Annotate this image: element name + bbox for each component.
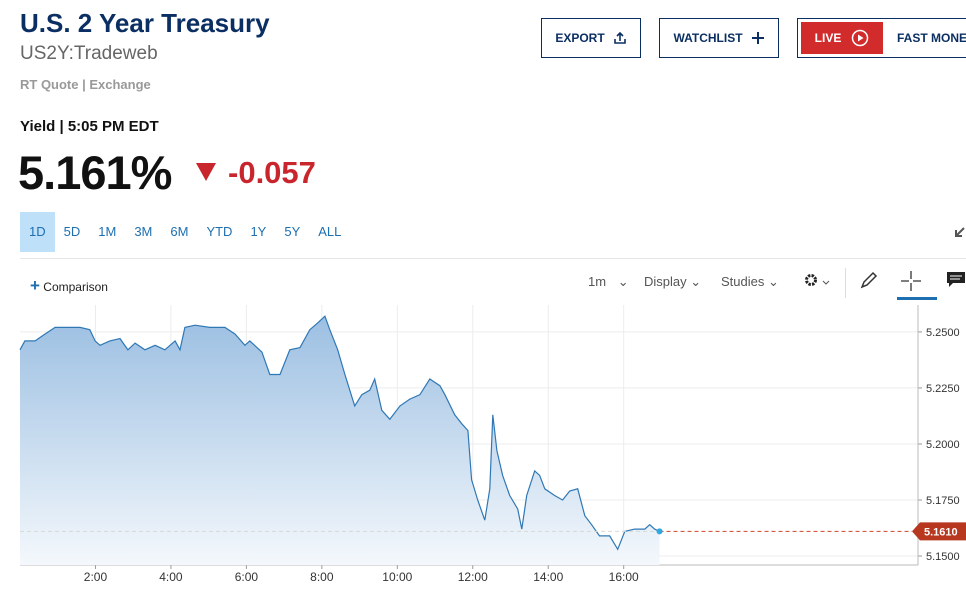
range-tab[interactable]: 5Y (284, 224, 301, 239)
range-tab[interactable]: 3M (134, 224, 153, 239)
line (19, 315, 660, 551)
live-badge: LIVE (801, 22, 883, 54)
range-tab[interactable]: 1Y (250, 224, 267, 239)
quote-label: Yield | 5:05 PM EDT (20, 118, 159, 135)
interval-label: 1m (588, 274, 607, 289)
range-tab[interactable]: YTD (206, 224, 233, 239)
x-tick-label: 10:00 (382, 570, 412, 584)
x-tick-label: 8:00 (310, 570, 334, 584)
separator (20, 258, 966, 259)
range-tab[interactable]: ALL (318, 224, 342, 239)
draw-icon[interactable] (859, 270, 879, 290)
x-tick-label: 4:00 (159, 570, 183, 584)
down-arrow (196, 163, 216, 181)
play-icon (852, 29, 869, 47)
last-value-label: 5.1610 (924, 526, 958, 538)
display-label: Display (644, 274, 687, 289)
chart: 5.1500 5.1750 5.2000 5.2250 5.2500 2:00 4:00 6:… (19, 305, 966, 584)
export-button[interactable]: EXPORT (541, 18, 641, 58)
quote-source: RT Quote | Exchange (20, 77, 151, 92)
y-tick-label: 5.1500 (926, 551, 960, 563)
last-point (656, 528, 663, 535)
x-tick-label: 2:00 (84, 570, 108, 584)
range-tab[interactable]: 1M (98, 224, 117, 239)
watchlist-button[interactable]: WATCHLIST (659, 18, 779, 58)
range-tab[interactable]: 6M (170, 224, 189, 239)
y-tick-label: 5.2250 (926, 383, 960, 395)
plus-icon: + (30, 276, 40, 295)
studies-label: Studies (721, 274, 765, 289)
comparison-button[interactable]: + Comparison (30, 276, 108, 296)
range-tab[interactable]: 1D (20, 212, 55, 252)
x-tick-label: 16:00 (609, 570, 639, 584)
y-tick-label: 5.2000 (926, 439, 960, 451)
page-title: U.S. 2 Year Treasury (20, 8, 270, 38)
studies-menu[interactable]: Studies ⌄ (721, 274, 779, 289)
symbol: US2Y:Tradeweb (20, 43, 158, 64)
x-tick-label: 12:00 (458, 570, 488, 584)
button-label: EXPORT (555, 31, 605, 45)
comparison-label: Comparison (43, 280, 108, 294)
area (20, 316, 660, 565)
x-tick-label: 6:00 (235, 570, 259, 584)
last-value-tag (912, 522, 966, 541)
range-tabs: 1D 5D 1M 3M 6M YTD 1Y 5Y ALL (20, 212, 350, 252)
plus-icon (751, 32, 764, 44)
price-change: -0.057 (228, 155, 316, 190)
expand-icon[interactable] (954, 224, 966, 238)
settings-icon[interactable] (803, 272, 833, 290)
comment-icon[interactable] (946, 271, 966, 289)
range-tab[interactable]: 5D (63, 224, 81, 239)
y-tick-label: 5.2500 (926, 327, 960, 339)
display-menu[interactable]: Display ⌄ (644, 274, 702, 289)
x-tick-label: 14:00 (533, 570, 563, 584)
button-label: LIVE (814, 31, 842, 45)
button-label: WATCHLIST (673, 31, 743, 45)
y-tick-label: 5.1750 (926, 495, 960, 507)
interval-menu[interactable]: 1m ⌄ (588, 274, 629, 289)
toolbar-divider (845, 268, 846, 298)
crosshair-icon[interactable] (897, 268, 937, 300)
export-icon (613, 31, 626, 44)
last-price: 5.161% (18, 146, 172, 199)
